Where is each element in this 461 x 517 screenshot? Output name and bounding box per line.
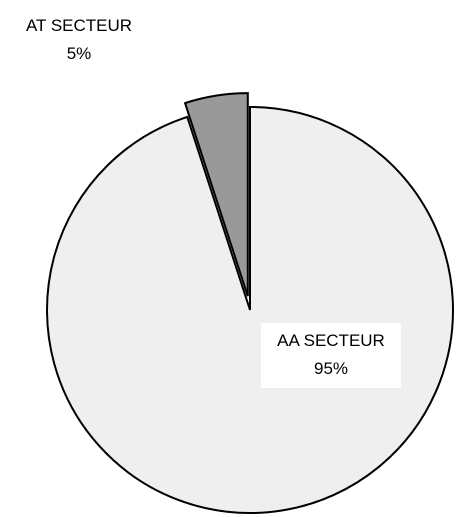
pie-labels: AA SECTEUR 95% AT SECTEUR 5%	[26, 16, 401, 388]
pie-slice-at-secteur	[183, 92, 249, 297]
pie-slices	[46, 92, 454, 514]
slice-percent-label: 95%	[314, 359, 348, 378]
slice-name-label: AT SECTEUR	[26, 16, 132, 35]
slice-name-label: AA SECTEUR	[277, 331, 385, 350]
slice-percent-label: 5%	[67, 44, 92, 63]
label-background	[261, 323, 401, 388]
pie-slice-aa-secteur	[46, 105, 454, 514]
